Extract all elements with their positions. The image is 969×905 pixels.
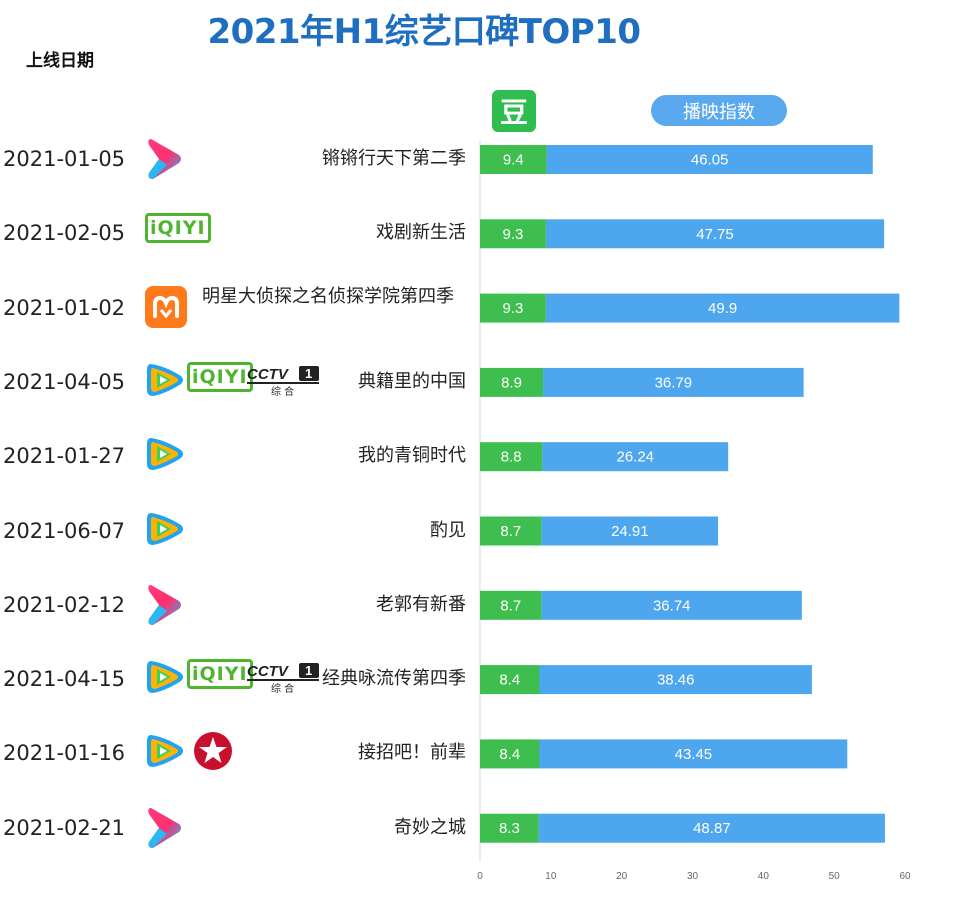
play-index-label: 43.45: [675, 746, 713, 763]
douban-score-bar: [480, 813, 539, 843]
row-date: 2021-04-15: [3, 667, 126, 692]
youku-icon: [145, 137, 185, 185]
row-date: 2021-01-27: [3, 444, 126, 469]
douban-score-label: 9.4: [503, 152, 524, 169]
row-date: 2021-04-05: [3, 369, 126, 394]
douban-score-bar: [480, 665, 540, 695]
index-legend-pill: 播映指数: [651, 95, 787, 126]
cctv1-icon: CCTV 1 综 合: [247, 660, 321, 698]
play-index-bar: [545, 219, 885, 249]
play-index-label: 24.91: [611, 523, 649, 540]
play-index-bar: [539, 739, 848, 769]
tencent-video-icon: [145, 509, 185, 553]
play-index-label: 47.75: [696, 226, 734, 243]
youku-icon: [145, 806, 185, 854]
play-index-bar: [543, 367, 804, 397]
x-tick-label: 10: [545, 871, 557, 882]
x-tick-label: 50: [829, 871, 841, 882]
play-index-bar: [541, 516, 719, 546]
douban-score-label: 8.7: [500, 523, 521, 540]
program-name: 明星大侦探之名侦探学院第四季: [202, 285, 454, 307]
play-index-label: 36.74: [653, 597, 691, 614]
play-index-bar: [541, 590, 802, 620]
douban-score-bar: [480, 219, 546, 249]
iqiyi-icon: iQIYI: [145, 213, 211, 244]
play-index-label: 36.79: [655, 374, 693, 391]
play-index-bar: [546, 145, 873, 174]
play-index-bar: [542, 442, 729, 472]
tencent-video-icon: [145, 657, 185, 701]
chart-title: 2021年H1综艺口碑TOP10: [207, 12, 641, 52]
play-index-bar: [538, 813, 885, 843]
douban-score-bar: [480, 293, 546, 323]
tencent-video-icon: [145, 360, 185, 404]
x-tick-label: 0: [477, 871, 483, 882]
douban-score-bar: [480, 145, 547, 174]
x-tick-label: 30: [687, 871, 699, 882]
douban-score-label: 8.4: [499, 672, 520, 689]
row-date: 2021-02-05: [3, 221, 126, 246]
douban-score-label: 8.7: [500, 597, 521, 614]
svg-text:CCTV: CCTV: [247, 366, 290, 383]
x-tick-label: 20: [616, 871, 628, 882]
cctv1-icon: CCTV 1 综 合: [247, 363, 321, 401]
play-index-bar: [539, 665, 812, 695]
program-name: 酌见: [430, 519, 466, 541]
youku-icon: [145, 583, 185, 631]
douban-score-bar: [480, 442, 543, 472]
svg-text:综 合: 综 合: [271, 385, 294, 397]
iqiyi-icon: iQIYI: [187, 361, 253, 392]
svg-text:1: 1: [305, 663, 312, 678]
row-date: 2021-01-16: [3, 741, 126, 766]
row-date: 2021-02-21: [3, 815, 126, 840]
play-index-label: 26.24: [616, 449, 654, 466]
douban-score-label: 8.9: [501, 374, 522, 391]
douban-score-bar: [480, 590, 542, 620]
douban-score-bar: [480, 516, 542, 546]
douban-score-label: 9.3: [503, 226, 524, 243]
program-name: 我的青铜时代: [358, 445, 466, 467]
douban-score-bar: [480, 739, 540, 769]
douban-score-label: 8.4: [499, 746, 520, 763]
play-index-label: 38.46: [657, 672, 695, 689]
program-name: 锵锵行天下第二季: [322, 148, 466, 169]
douban-score-label: 8.8: [501, 449, 522, 466]
play-index-bar: [545, 293, 900, 323]
x-tick-label: 60: [899, 871, 911, 882]
play-index-label: 46.05: [691, 152, 729, 169]
douban-score-label: 8.3: [499, 820, 520, 837]
svg-text:1: 1: [305, 366, 312, 381]
program-name: 经典咏流传第四季: [322, 668, 466, 690]
program-name: 老郭有新番: [376, 593, 466, 615]
date-column-header: 上线日期: [26, 51, 94, 71]
row-date: 2021-01-05: [3, 147, 126, 171]
douban-score-label: 9.3: [503, 300, 524, 317]
row-date: 2021-01-02: [3, 295, 126, 320]
program-name: 奇妙之城: [394, 816, 466, 838]
douban-score-bar: [480, 367, 544, 397]
iqiyi-icon: iQIYI: [187, 659, 253, 690]
play-index-label: 49.9: [708, 300, 737, 317]
program-name: 戏剧新生活: [376, 222, 466, 244]
row-date: 2021-02-12: [3, 592, 126, 617]
play-index-label: 48.87: [693, 820, 731, 837]
x-tick-label: 40: [758, 871, 770, 882]
svg-text:CCTV: CCTV: [247, 663, 290, 680]
program-name: 典籍里的中国: [358, 370, 466, 392]
program-name: 接招吧！前辈: [358, 742, 466, 764]
svg-text:综 合: 综 合: [271, 682, 294, 694]
douban-legend-badge: 豆: [492, 90, 536, 132]
mango-tv-icon: [145, 285, 187, 328]
row-date: 2021-06-07: [3, 518, 126, 543]
tencent-video-icon: [145, 434, 185, 478]
tencent-video-icon: [145, 731, 185, 775]
dragon-tv-icon: [193, 731, 233, 775]
